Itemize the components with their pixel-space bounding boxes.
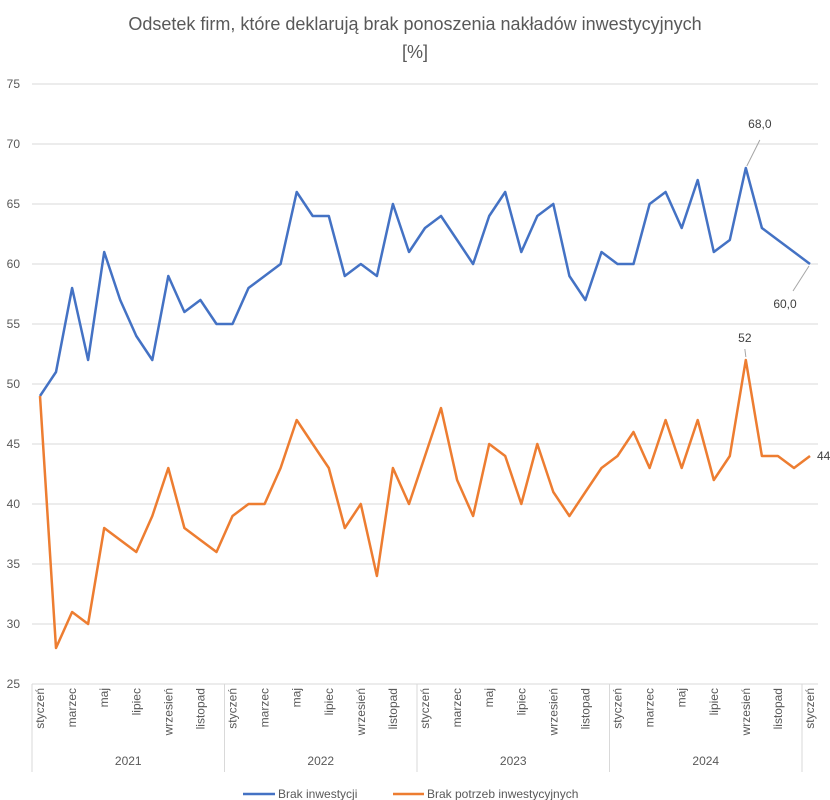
- month-label: styczeń: [611, 688, 625, 729]
- month-label: styczeń: [418, 688, 432, 729]
- series-line-brak-inwestycji: [38, 166, 811, 397]
- y-tick-label: 75: [7, 77, 21, 91]
- month-label: lipiec: [707, 688, 721, 715]
- leader-line: [746, 139, 761, 167]
- y-tick-label: 40: [7, 497, 21, 511]
- data-label: 44: [817, 449, 830, 463]
- month-label: lipiec: [322, 688, 336, 715]
- month-label: maj: [97, 688, 111, 707]
- y-tick-label: 30: [7, 617, 21, 631]
- year-label: 2022: [307, 754, 334, 768]
- month-label: maj: [290, 688, 304, 707]
- y-tick-label: 45: [7, 437, 21, 451]
- y-tick-label: 60: [7, 257, 21, 271]
- month-label: wrzesień: [739, 688, 753, 736]
- month-label: maj: [482, 688, 496, 707]
- y-tick-label: 55: [7, 317, 21, 331]
- legend-label-brak-potrzeb: Brak potrzeb inwestycyjnych: [427, 787, 578, 800]
- leader-line: [792, 265, 810, 292]
- y-tick-label: 25: [7, 677, 21, 691]
- year-label: 2023: [500, 754, 527, 768]
- month-label: wrzesień: [546, 688, 560, 736]
- month-label: marzec: [450, 688, 464, 727]
- month-label: lipiec: [514, 688, 528, 715]
- month-label: styczeń: [33, 688, 47, 729]
- month-label: marzec: [65, 688, 79, 727]
- legend-label-brak-inwestycji: Brak inwestycji: [278, 787, 357, 800]
- month-label: marzec: [258, 688, 272, 727]
- month-label: listopad: [578, 688, 592, 729]
- month-label: listopad: [386, 688, 400, 729]
- chart-title-line1: Odsetek firm, które deklarują brak ponos…: [128, 14, 701, 34]
- y-tick-label: 65: [7, 197, 21, 211]
- month-label: styczeń: [226, 688, 240, 729]
- month-label: marzec: [643, 688, 657, 727]
- data-label: 68,0: [748, 117, 772, 131]
- chart-title-line2: [%]: [402, 42, 428, 62]
- month-label: listopad: [193, 688, 207, 729]
- data-label: 52: [738, 331, 752, 345]
- leader-line: [744, 348, 747, 358]
- year-label: 2024: [692, 754, 719, 768]
- month-label: lipiec: [129, 688, 143, 715]
- month-label: styczeń: [803, 688, 817, 729]
- y-tick-label: 50: [7, 377, 21, 391]
- month-label: maj: [675, 688, 689, 707]
- year-label: 2021: [115, 754, 142, 768]
- y-tick-label: 35: [7, 557, 21, 571]
- y-tick-label: 70: [7, 137, 21, 151]
- month-label: wrzesień: [161, 688, 175, 736]
- month-label: listopad: [771, 688, 785, 729]
- data-label: 60,0: [773, 297, 797, 311]
- month-label: wrzesień: [354, 688, 368, 736]
